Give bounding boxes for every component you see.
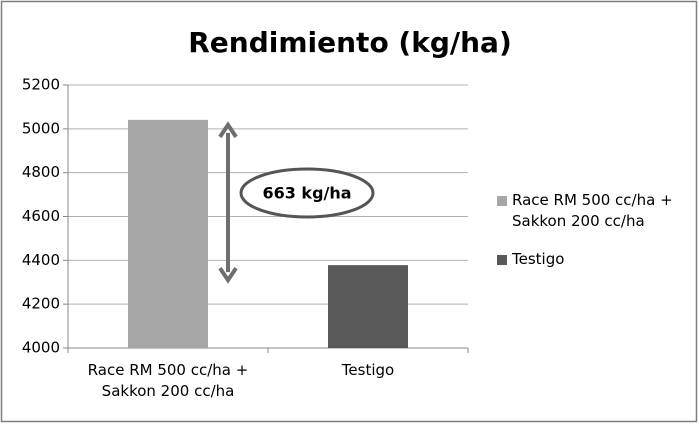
legend-swatch (497, 196, 507, 206)
chart-title: Rendimiento (kg/ha) (188, 26, 512, 59)
y-tick-label: 5200 (22, 76, 60, 94)
y-tick-label: 5000 (22, 119, 60, 137)
y-tick-label: 4600 (22, 207, 60, 225)
bar (128, 119, 208, 348)
arrow-head (218, 267, 238, 284)
y-tick-label: 4000 (22, 339, 60, 357)
arrow-head (218, 121, 238, 138)
legend-label: Race RM 500 cc/ha + Sakkon 200 cc/ha (512, 191, 673, 230)
legend-label: Testigo (512, 250, 565, 268)
bar (328, 265, 408, 348)
annotation-ellipse (239, 167, 375, 219)
annotation: 663 kg/ha (262, 184, 351, 203)
y-tick-label: 4800 (22, 163, 60, 181)
x-tick-label: Race RM 500 cc/ha + Sakkon 200 cc/ha (87, 361, 249, 400)
y-tick-label: 4200 (22, 295, 60, 313)
y-tick-label: 4400 (22, 251, 60, 269)
x-tick-label: Testigo (341, 361, 395, 379)
legend-swatch (497, 255, 507, 265)
